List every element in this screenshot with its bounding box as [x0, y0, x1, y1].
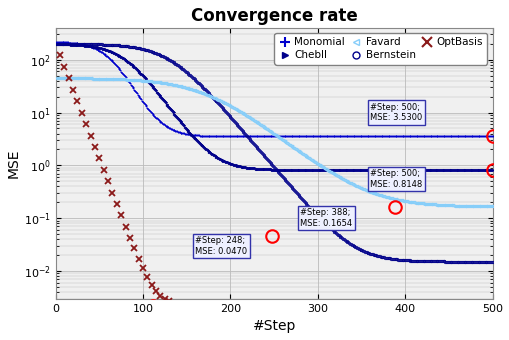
Text: #Step: 500;
MSE: 0.8148: #Step: 500; MSE: 0.8148 [370, 169, 421, 189]
Text: #Step: 500;
MSE: 3.5300: #Step: 500; MSE: 3.5300 [370, 103, 421, 122]
Title: Convergence rate: Convergence rate [190, 7, 357, 25]
Text: #Step: 248;
MSE: 0.0470: #Step: 248; MSE: 0.0470 [195, 236, 247, 255]
Legend: Monomial, ChebII, Favard, Bernstein, OptBasis: Monomial, ChebII, Favard, Bernstein, Opt… [274, 33, 487, 65]
Text: #Step: 112;
MSE: 0.0022: #Step: 112; MSE: 0.0022 [0, 339, 1, 340]
Y-axis label: MSE: MSE [7, 149, 21, 178]
X-axis label: #Step: #Step [252, 319, 295, 333]
Text: #Step: 388;
MSE: 0.1654: #Step: 388; MSE: 0.1654 [300, 208, 352, 228]
